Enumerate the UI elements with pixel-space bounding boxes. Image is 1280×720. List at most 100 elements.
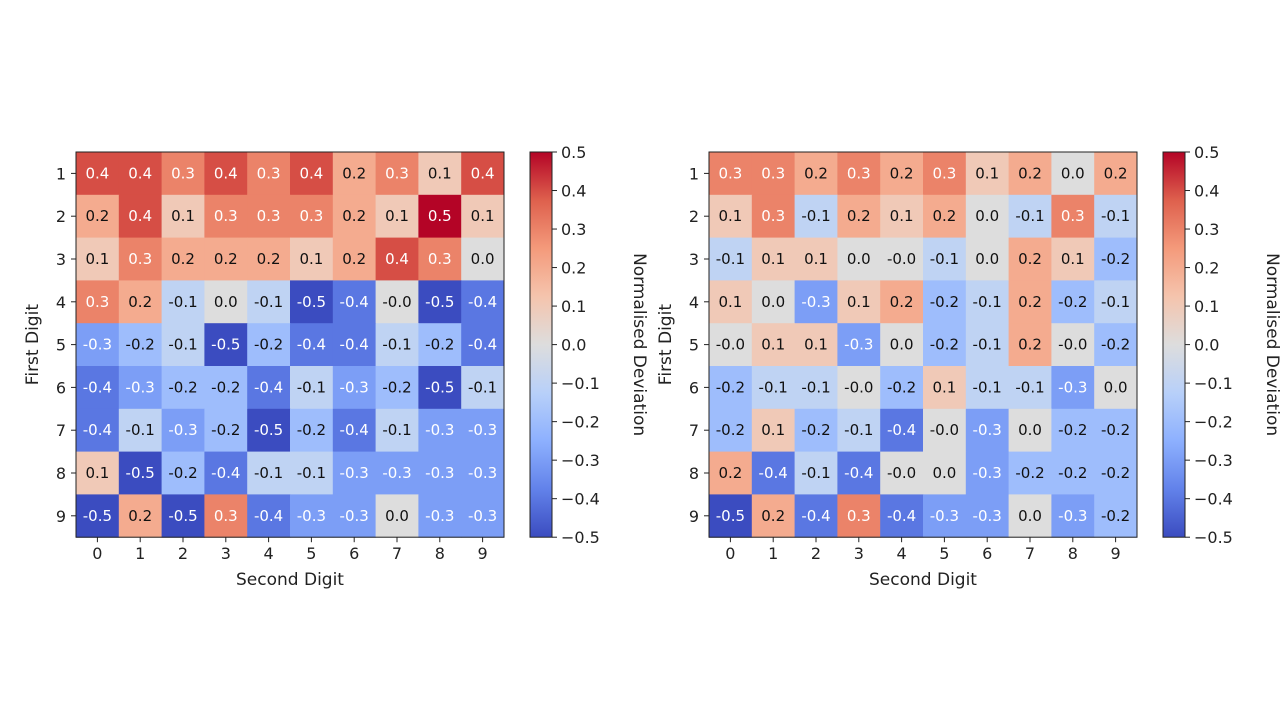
cell-value-label: 0.1: [804, 250, 828, 268]
y-tick-label: 6: [689, 378, 699, 397]
cell-value-label: -0.1: [844, 421, 873, 439]
heatmap-cell-r7-c1: [751, 408, 796, 453]
heatmap-cell-r9-c8: [1051, 494, 1095, 538]
heatmap-cell-r3-c2: [794, 237, 838, 281]
heatmap-cell-r9-c1: [751, 494, 796, 538]
cell-value-label: 0.4: [214, 164, 238, 182]
heatmap-cell-r1-c2: [161, 152, 205, 196]
heatmap-cell-r9-c2: [161, 494, 205, 538]
heatmap-cell-r8-c1: [118, 451, 163, 495]
cell-value-label: 0.1: [428, 164, 452, 182]
heatmap-cell-r3-c1: [751, 237, 796, 281]
y-tick-label: 4: [689, 293, 699, 312]
heatmap-cell-r9-c4: [880, 494, 924, 538]
x-axis-label: Second Digit: [236, 570, 344, 590]
cell-value-label: -0.3: [468, 464, 497, 482]
cell-value-label: -0.3: [425, 464, 454, 482]
heatmap-cell-r2-c3: [204, 194, 248, 239]
cell-value-label: -0.3: [930, 507, 959, 525]
heatmap-cell-r4-c5: [290, 280, 334, 324]
heatmap-cell-r5-c1: [118, 323, 163, 367]
cell-value-label: -0.3: [801, 293, 830, 311]
cell-value-label: -0.1: [1015, 378, 1044, 396]
heatmap-cell-r6-c7: [375, 366, 419, 410]
cell-value-label: -0.3: [468, 507, 497, 525]
heatmap-cell-r1-c6: [332, 152, 377, 196]
cell-value-label: -0.4: [83, 378, 112, 396]
heatmap-cell-r6-c8: [1051, 366, 1095, 410]
heatmap-cell-r6-c0: [709, 366, 753, 410]
heatmap-cell-r5-c3: [204, 323, 248, 367]
heatmap-cell-r5-c4: [247, 323, 291, 367]
heatmap-cell-r2-c0: [76, 194, 120, 239]
heatmap-cell-r9-c0: [709, 494, 753, 538]
cell-value-label: -0.1: [168, 293, 197, 311]
cell-value-label: -0.2: [1058, 293, 1087, 311]
heatmap-cell-r8-c4: [247, 451, 291, 495]
heatmap-cell-r4-c6: [965, 280, 1010, 324]
colorbar-tick-label: 0.3: [561, 220, 586, 239]
cell-value-label: 0.3: [385, 164, 409, 182]
heatmap-cell-r3-c7: [1008, 237, 1052, 281]
cell-value-label: 0.0: [214, 293, 238, 311]
colorbar-tick-label: −0.2: [561, 413, 600, 432]
cell-value-label: 0.4: [471, 164, 495, 182]
cell-value-label: -0.4: [254, 507, 283, 525]
x-tick-label: 2: [811, 544, 821, 563]
heatmap-cell-r8-c5: [290, 451, 334, 495]
heatmap-cell-r8-c6: [332, 451, 377, 495]
x-tick-label: 6: [982, 544, 992, 563]
heatmap-cell-r1-c3: [837, 152, 881, 196]
cell-value-label: -0.0: [1058, 336, 1087, 354]
colorbar-tick-label: 0.2: [1194, 259, 1219, 278]
cell-value-label: 0.2: [85, 207, 109, 225]
heatmap-cell-r4-c5: [923, 280, 967, 324]
cell-value-label: 0.2: [257, 250, 281, 268]
cell-value-label: 0.2: [214, 250, 238, 268]
heatmap-cell-r8-c2: [794, 451, 838, 495]
heatmap-cell-r9-c8: [418, 494, 462, 538]
cell-value-label: -0.3: [425, 507, 454, 525]
cell-value-label: -0.2: [168, 378, 197, 396]
cell-value-label: 0.2: [171, 250, 195, 268]
y-tick-label: 9: [56, 507, 66, 526]
heatmap-cell-r3-c8: [1051, 237, 1095, 281]
cell-value-label: -0.4: [801, 507, 830, 525]
heatmap-cell-r1-c0: [76, 152, 120, 196]
colorbar: [1162, 151, 1186, 538]
heatmap-cell-r6-c4: [880, 366, 924, 410]
colorbar-label: Normalised Deviation: [1262, 253, 1280, 436]
cell-value-label: 0.3: [85, 293, 109, 311]
heatmap-cell-r6-c1: [751, 366, 796, 410]
heatmap-cell-r4-c2: [794, 280, 838, 324]
cell-value-label: -0.4: [254, 378, 283, 396]
heatmap-cell-r3-c4: [880, 237, 924, 281]
heatmap-cell-r7-c6: [965, 408, 1010, 453]
heatmap-cell-r8-c2: [161, 451, 205, 495]
heatmap-cell-r4-c4: [880, 280, 924, 324]
cell-value-label: 0.0: [890, 336, 914, 354]
heatmap-cell-r7-c0: [709, 408, 753, 453]
cell-value-label: 0.1: [761, 250, 785, 268]
cell-value-label: 0.2: [804, 164, 828, 182]
heatmap-cell-r6-c4: [247, 366, 291, 410]
heatmap-cell-r7-c4: [247, 408, 291, 453]
cell-value-label: -0.3: [844, 336, 873, 354]
heatmap-cell-r1-c2: [794, 152, 838, 196]
cell-value-label: 0.0: [1061, 164, 1085, 182]
colorbar-tick-label: 0.1: [561, 297, 586, 316]
colorbar-tick-label: −0.3: [561, 451, 600, 470]
heatmap-cell-r4-c9: [461, 280, 505, 324]
cell-value-label: 0.4: [385, 250, 409, 268]
cell-value-label: -0.0: [716, 336, 745, 354]
heatmap-cell-r3-c5: [290, 237, 334, 281]
heatmap-cell-r1-c4: [880, 152, 924, 196]
x-axis-label: Second Digit: [869, 570, 977, 590]
cell-value-label: 0.2: [128, 507, 152, 525]
heatmap-cell-r3-c2: [161, 237, 205, 281]
heatmap-cell-r6-c1: [118, 366, 163, 410]
cell-value-label: -0.2: [930, 293, 959, 311]
heatmap-cell-r4-c7: [375, 280, 419, 324]
y-tick-label: 6: [56, 378, 66, 397]
cell-value-label: -0.4: [759, 464, 788, 482]
